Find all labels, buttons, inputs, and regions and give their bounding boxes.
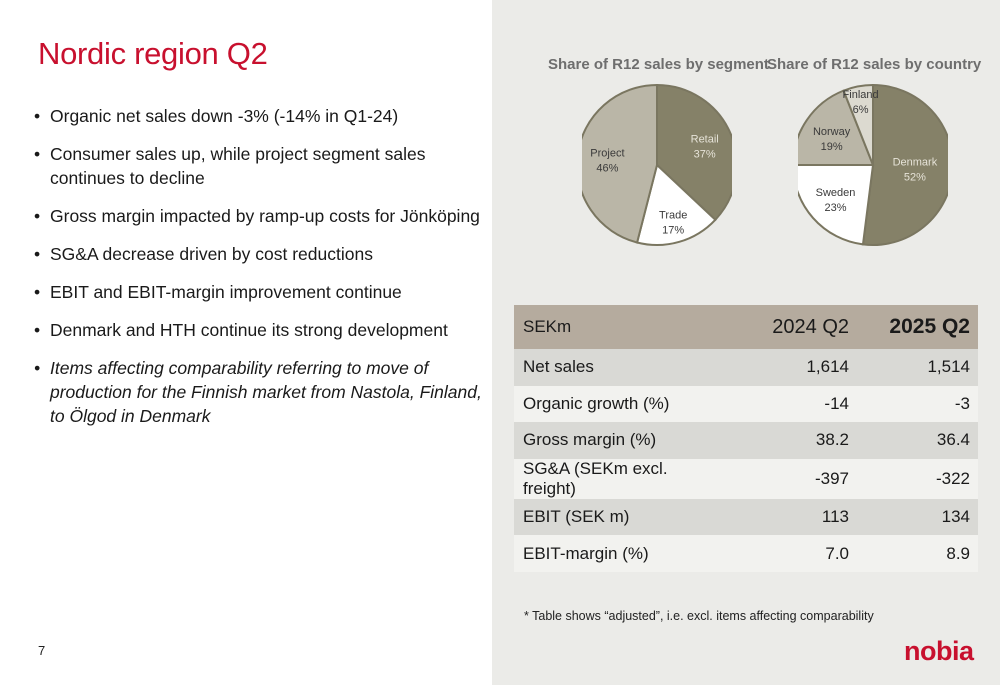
table-cell: 1,514 [857,349,978,386]
table-row: EBIT-margin (%) 7.0 8.9 [514,535,978,572]
bullet-item: Denmark and HTH continue its strong deve… [32,318,482,342]
pie-slice-norway [798,89,875,166]
pie-value-label: 37% [694,148,716,160]
pie-slice-trade [635,163,717,246]
table-cell: 36.4 [857,422,978,459]
pie-slice-denmark [861,83,948,246]
table-cell: -3 [857,385,978,423]
bullet-item-italic: Items affecting comparability referring … [32,356,482,428]
table-header-row: SEKm 2024 Q2 2025 Q2 [514,305,978,349]
table-cell: EBIT (SEK m) [514,498,721,536]
table-cell: SG&A (SEKm excl. freight) [514,458,721,499]
bullet-item: Organic net sales down -3% (-14% in Q1-2… [32,104,482,128]
pie-label: Retail [691,133,719,145]
segment-pie-chart: Retail 37% Trade 17% Project 46% [582,83,732,246]
financials-table: SEKm 2024 Q2 2025 Q2 Net sales 1,614 1,5… [514,305,978,572]
nobia-logo: nobia [904,636,974,666]
pie-value-label: 23% [824,202,846,214]
table-header-cell: 2024 Q2 [721,305,857,349]
table-cell: 8.9 [857,535,978,572]
pie-label: Trade [659,210,687,222]
table-cell: 1,614 [721,349,857,386]
footnote: * Table shows “adjusted”, i.e. excl. ite… [524,609,874,623]
pie-label: Denmark [893,157,938,169]
table-row: EBIT (SEK m) 113 134 [514,498,978,536]
country-pie-chart: Denmark 52% Sweden 23% Norway 19% Finland 6% [798,83,948,246]
pie-slice-sweden [798,164,875,246]
table-cell: 113 [721,498,857,536]
pie-label: Finland [843,89,879,101]
table-row: Organic growth (%) -14 -3 [514,385,978,423]
table-row: SG&A (SEKm excl. freight) -397 -322 [514,458,978,499]
table-cell: EBIT-margin (%) [514,535,721,572]
pie-slice-finland [842,83,874,166]
bullet-item: Consumer sales up, while project segment… [32,142,482,190]
page-number: 7 [38,643,46,658]
table-cell: -322 [857,458,978,499]
bullet-item: EBIT and EBIT-margin improvement continu… [32,280,482,304]
table-cell: -14 [721,385,857,423]
pie-value-label: 17% [662,225,684,237]
table-cell: Net sales [514,349,721,386]
page-title: Nordic region Q2 [38,36,268,71]
pie-value-label: 6% [853,104,869,116]
pie-slice-project [582,83,658,244]
table-row: Net sales 1,614 1,514 [514,349,978,386]
pie-slice-retail [656,83,732,222]
pie-label: Sweden [816,187,856,199]
pie-value-label: 19% [821,141,843,153]
country-chart-title: Share of R12 sales by country [767,56,982,73]
pie-value-label: 52% [904,172,926,184]
bullet-list: Organic net sales down -3% (-14% in Q1-2… [32,104,482,442]
bullet-item: Gross margin impacted by ramp-up costs f… [32,204,482,228]
pie-value-label: 46% [596,163,618,175]
table-cell: Gross margin (%) [514,422,721,459]
table-cell: -397 [721,458,857,499]
table-cell: 134 [857,498,978,536]
left-panel: Nordic region Q2 Organic net sales down … [0,0,492,685]
pie-label: Project [590,148,624,160]
table-header-cell: SEKm [514,305,721,349]
table-cell: 38.2 [721,422,857,459]
table-cell: Organic growth (%) [514,385,721,423]
table-cell: 7.0 [721,535,857,572]
bullet-item: SG&A decrease driven by cost reductions [32,242,482,266]
segment-chart-title: Share of R12 sales by segment [548,56,769,73]
table-header-cell: 2025 Q2 [857,305,978,349]
table-row: Gross margin (%) 38.2 36.4 [514,422,978,459]
pie-label: Norway [813,126,851,138]
